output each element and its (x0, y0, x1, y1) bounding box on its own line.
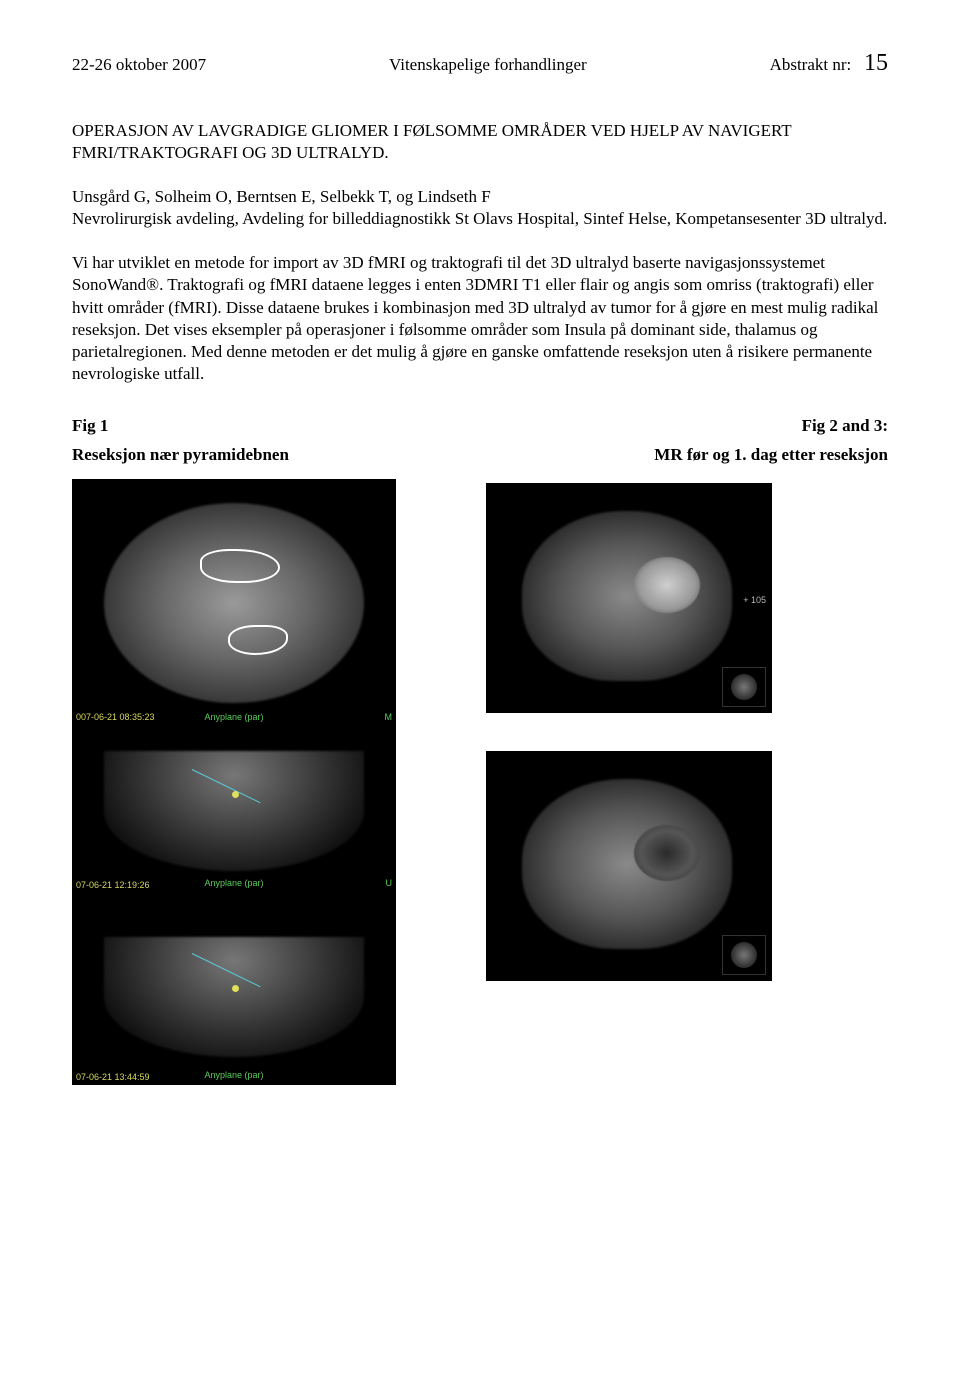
orientation-inset (722, 935, 766, 975)
header-date: 22-26 oktober 2007 (72, 54, 206, 75)
ultrasound-image-placeholder (104, 751, 364, 871)
figure-labels-row: Fig 1 Fig 2 and 3: (72, 415, 888, 436)
scan-plane-label: Anyplane (par) (204, 1070, 263, 1081)
figures-container: 007-06-21 08:35:23 Anyplane (par) M 07-0… (72, 479, 888, 1085)
tractography-outline (200, 549, 280, 583)
fig1-panels: 007-06-21 08:35:23 Anyplane (par) M 07-0… (72, 479, 396, 1085)
fig1-ultrasound-panel-1: 07-06-21 12:19:26 Anyplane (par) U (72, 727, 396, 893)
authors-affiliations: Unsgård G, Solheim O, Berntsen E, Selbek… (72, 186, 888, 230)
scan-plane-label: Anyplane (par) (204, 712, 263, 723)
fig1-caption: Reseksjon nær pyramidebnen (72, 444, 289, 465)
fig1-label: Fig 1 (72, 415, 108, 436)
scan-corner-label: U (386, 878, 393, 889)
fig23-caption: MR før og 1. dag etter reseksjon (654, 444, 888, 465)
abstract-number: 15 (864, 50, 888, 76)
scan-plane-label: Anyplane (par) (204, 878, 263, 889)
scan-timestamp: 07-06-21 12:19:26 (76, 880, 150, 891)
fig1-nav-mri-panel: 007-06-21 08:35:23 Anyplane (par) M (72, 479, 396, 727)
scan-timestamp: 07-06-21 13:44:59 (76, 1072, 150, 1083)
figure-captions-row: Reseksjon nær pyramidebnen MR før og 1. … (72, 444, 888, 465)
fig2-mri-pre: + 105 (486, 483, 772, 713)
scan-side-label: + 105 (743, 595, 766, 606)
header-right: Abstrakt nr: 15 (770, 48, 888, 78)
fig23-panels: + 105 (486, 483, 772, 981)
fig3-mri-post (486, 751, 772, 981)
abstract-title: OPERASJON AV LAVGRADIGE GLIOMER I FØLSOM… (72, 120, 888, 164)
scan-corner-label: M (385, 712, 393, 723)
fig23-label: Fig 2 and 3: (802, 415, 888, 436)
ultrasound-image-placeholder (104, 937, 364, 1057)
scan-timestamp: 007-06-21 08:35:23 (76, 712, 155, 723)
header-center: Vitenskapelige forhandlinger (389, 54, 587, 75)
brain-image-placeholder (522, 511, 732, 681)
brain-image-placeholder (522, 779, 732, 949)
orientation-inset (722, 667, 766, 707)
abstract-label: Abstrakt nr: (770, 55, 852, 74)
brain-image-placeholder (104, 503, 364, 703)
abstract-body: Vi har utviklet en metode for import av … (72, 252, 888, 385)
page-header: 22-26 oktober 2007 Vitenskapelige forhan… (72, 48, 888, 78)
fig1-ultrasound-panel-2: 07-06-21 13:44:59 Anyplane (par) (72, 893, 396, 1085)
